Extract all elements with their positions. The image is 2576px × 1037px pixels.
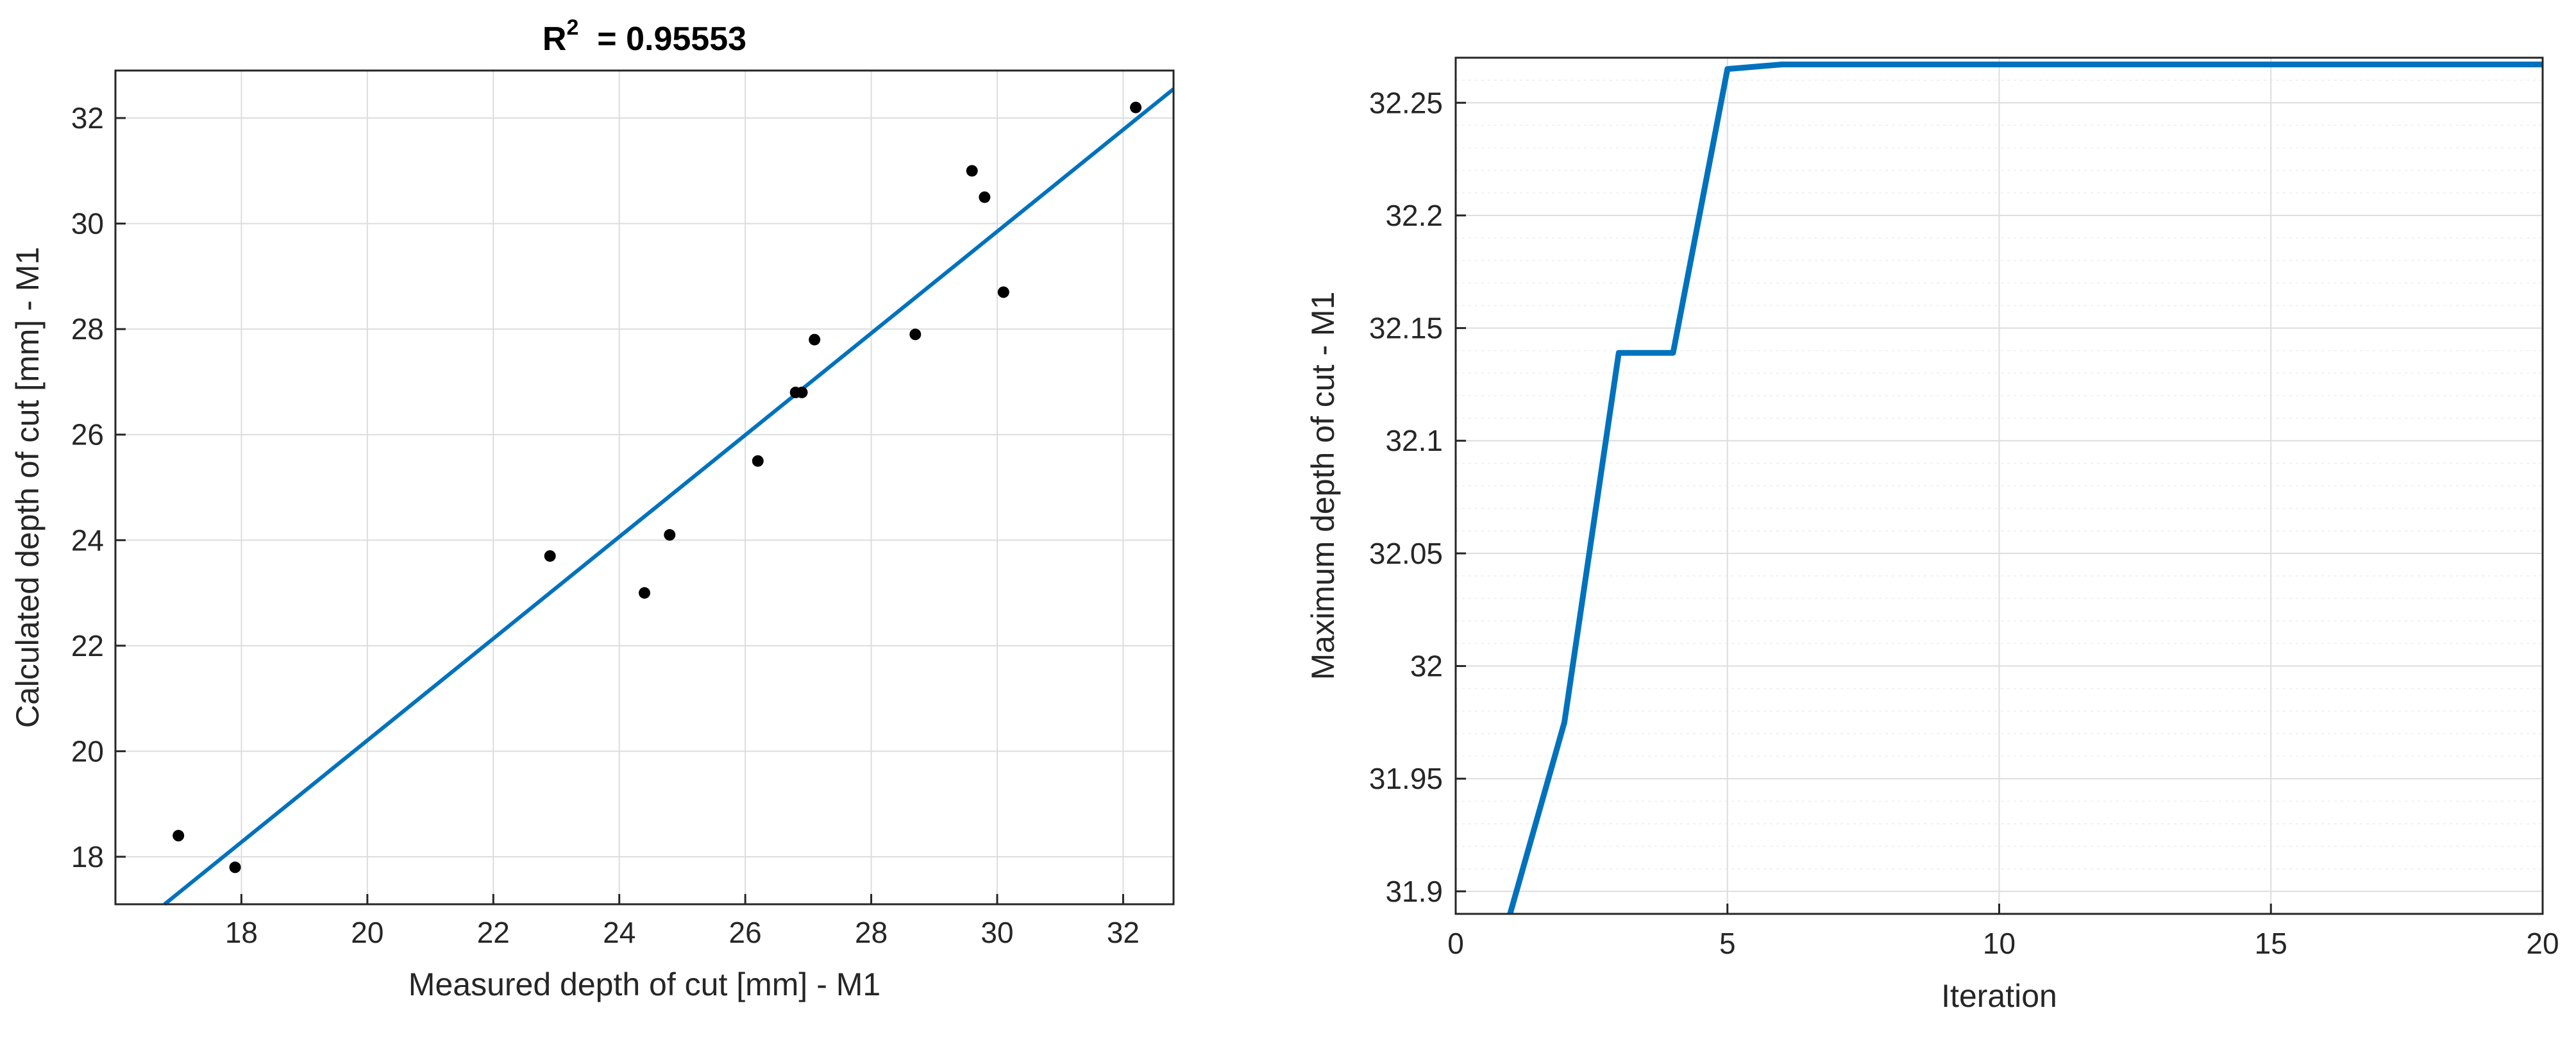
- data-point: [796, 386, 808, 398]
- series-line-layer: [1507, 62, 2543, 915]
- data-point: [1130, 101, 1142, 114]
- x-tick-label: 24: [603, 916, 636, 949]
- data-point: [639, 587, 650, 599]
- chart-title: R2 = 0.95553: [543, 15, 746, 58]
- x-tick-label: 5: [1719, 927, 1736, 960]
- y-tick-label: 32: [71, 101, 104, 135]
- x-tick-label: 30: [981, 916, 1013, 949]
- plot-frame: [114, 69, 1175, 906]
- x-tick-label: 0: [1447, 927, 1464, 960]
- y-tick-label: 32.1: [1385, 424, 1443, 457]
- y-tick-label: 31.95: [1369, 762, 1443, 795]
- data-point: [752, 455, 764, 467]
- iteration-series-line: [1507, 62, 2543, 915]
- x-tick-label: 15: [2255, 927, 2287, 960]
- title-superscript: 2: [566, 15, 578, 40]
- y-axis-label: Maximum depth of cut - M1: [1305, 292, 1341, 680]
- y-tick-label: 30: [71, 207, 104, 240]
- data-point: [664, 529, 676, 541]
- x-tick-label: 18: [225, 916, 258, 949]
- regression-line: [163, 87, 1175, 906]
- x-tick-label: 32: [1107, 916, 1140, 949]
- data-point: [909, 328, 922, 341]
- title-main: R: [543, 21, 567, 58]
- x-axis-label: Iteration: [1941, 978, 2057, 1014]
- title-value: = 0.95553: [578, 21, 746, 58]
- x-tick-label: 22: [477, 916, 510, 949]
- x-tick-label: 10: [1983, 927, 2016, 960]
- data-point: [979, 191, 991, 203]
- iteration-line-panel: 0 5 10 15 20 31.9 31.95 32 32.05 32.1 32.15 32.2 32…: [1305, 56, 2559, 1014]
- y-tick-label: 32.15: [1369, 312, 1443, 345]
- grid: [115, 71, 1174, 904]
- y-tick-label: 26: [71, 418, 104, 451]
- x-tick-labels: 0 5 10 15 20: [1447, 904, 2559, 960]
- data-point: [544, 550, 556, 562]
- y-tick-label: 31.9: [1385, 875, 1443, 908]
- grid: [1455, 58, 2543, 914]
- x-tick-label: 20: [2526, 927, 2559, 960]
- y-tick-label: 24: [71, 523, 104, 557]
- y-axis-label: Calculated depth of cut [mm] - M1: [10, 247, 46, 728]
- y-tick-label: 22: [71, 629, 104, 662]
- regression-line-layer: [163, 87, 1175, 906]
- y-tick-label: 32: [1410, 650, 1443, 683]
- y-tick-label: 20: [71, 734, 104, 768]
- data-point: [229, 861, 241, 873]
- y-tick-label: 32.2: [1385, 199, 1443, 232]
- y-tick-label: 28: [71, 312, 104, 346]
- x-tick-label: 26: [729, 916, 762, 949]
- data-point: [173, 830, 185, 842]
- x-axis-label: Measured depth of cut [mm] - M1: [408, 966, 880, 1002]
- y-tick-labels: 31.9 31.95 32 32.05 32.1 32.15 32.2 32.25: [1369, 86, 1466, 908]
- x-tick-labels: 18 20 22 24 26 28 30 32: [225, 894, 1140, 949]
- minor-grid: [1456, 57, 2543, 870]
- regression-scatter-panel: 18 20 22 24 26 28 30 32 18 20 22 24 26 28 30 32 R2 = 0…: [10, 15, 1175, 1002]
- x-tick-label: 20: [351, 916, 383, 949]
- y-tick-label: 32.05: [1369, 537, 1443, 570]
- data-point: [966, 165, 978, 177]
- data-point: [809, 333, 821, 346]
- data-points: [173, 101, 1142, 873]
- y-tick-label: 32.25: [1369, 86, 1443, 119]
- x-tick-label: 28: [855, 916, 888, 949]
- y-tick-labels: 18 20 22 24 26 28 30 32: [71, 101, 126, 873]
- data-point: [997, 286, 1009, 298]
- y-tick-label: 18: [71, 840, 104, 873]
